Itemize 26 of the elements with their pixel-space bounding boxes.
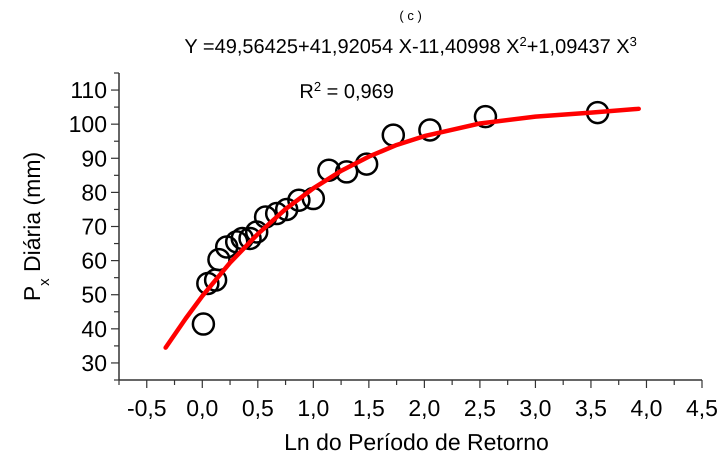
x-axis-title: Ln do Período de Retorno [284,429,549,455]
x-tick-label: 2,0 [408,395,440,421]
chart-subtitle: Y =49,56425+41,92054 X-11,40998 X$^{2}$+1,09437 X$^{3}$ [184,34,637,58]
y-tick-label: 70 [81,214,107,240]
x-tick-label: 1,0 [297,395,330,421]
y-tick-label: 110 [70,77,107,104]
x-tick-label: 4,0 [630,395,662,421]
chart-title: ( c ) [399,8,422,23]
x-tick-label: -0,5 [126,395,167,421]
point [192,312,216,336]
point [214,235,238,259]
y-tick-label: 60 [81,248,107,274]
y-tick-label: 80 [81,179,107,206]
x-tick-label: 4,5 [686,395,718,421]
y-tick-label: 100 [68,111,107,138]
x-tick-label: 0,5 [242,395,274,421]
y-tick-label: 90 [81,145,107,172]
y-tick-label: 40 [81,316,107,342]
x-tick-label: 1,5 [352,395,385,421]
y-tick-label: 50 [81,282,107,308]
x-tick-label: 3,5 [574,395,607,421]
x-tick-label: 3,0 [519,395,552,421]
annotation: R$^{2}$ = 0,969 [299,78,394,103]
y-tick-label: 30 [81,350,107,376]
x-tick-label: 2,5 [464,395,496,421]
x-tick-label: 0,0 [186,395,218,421]
